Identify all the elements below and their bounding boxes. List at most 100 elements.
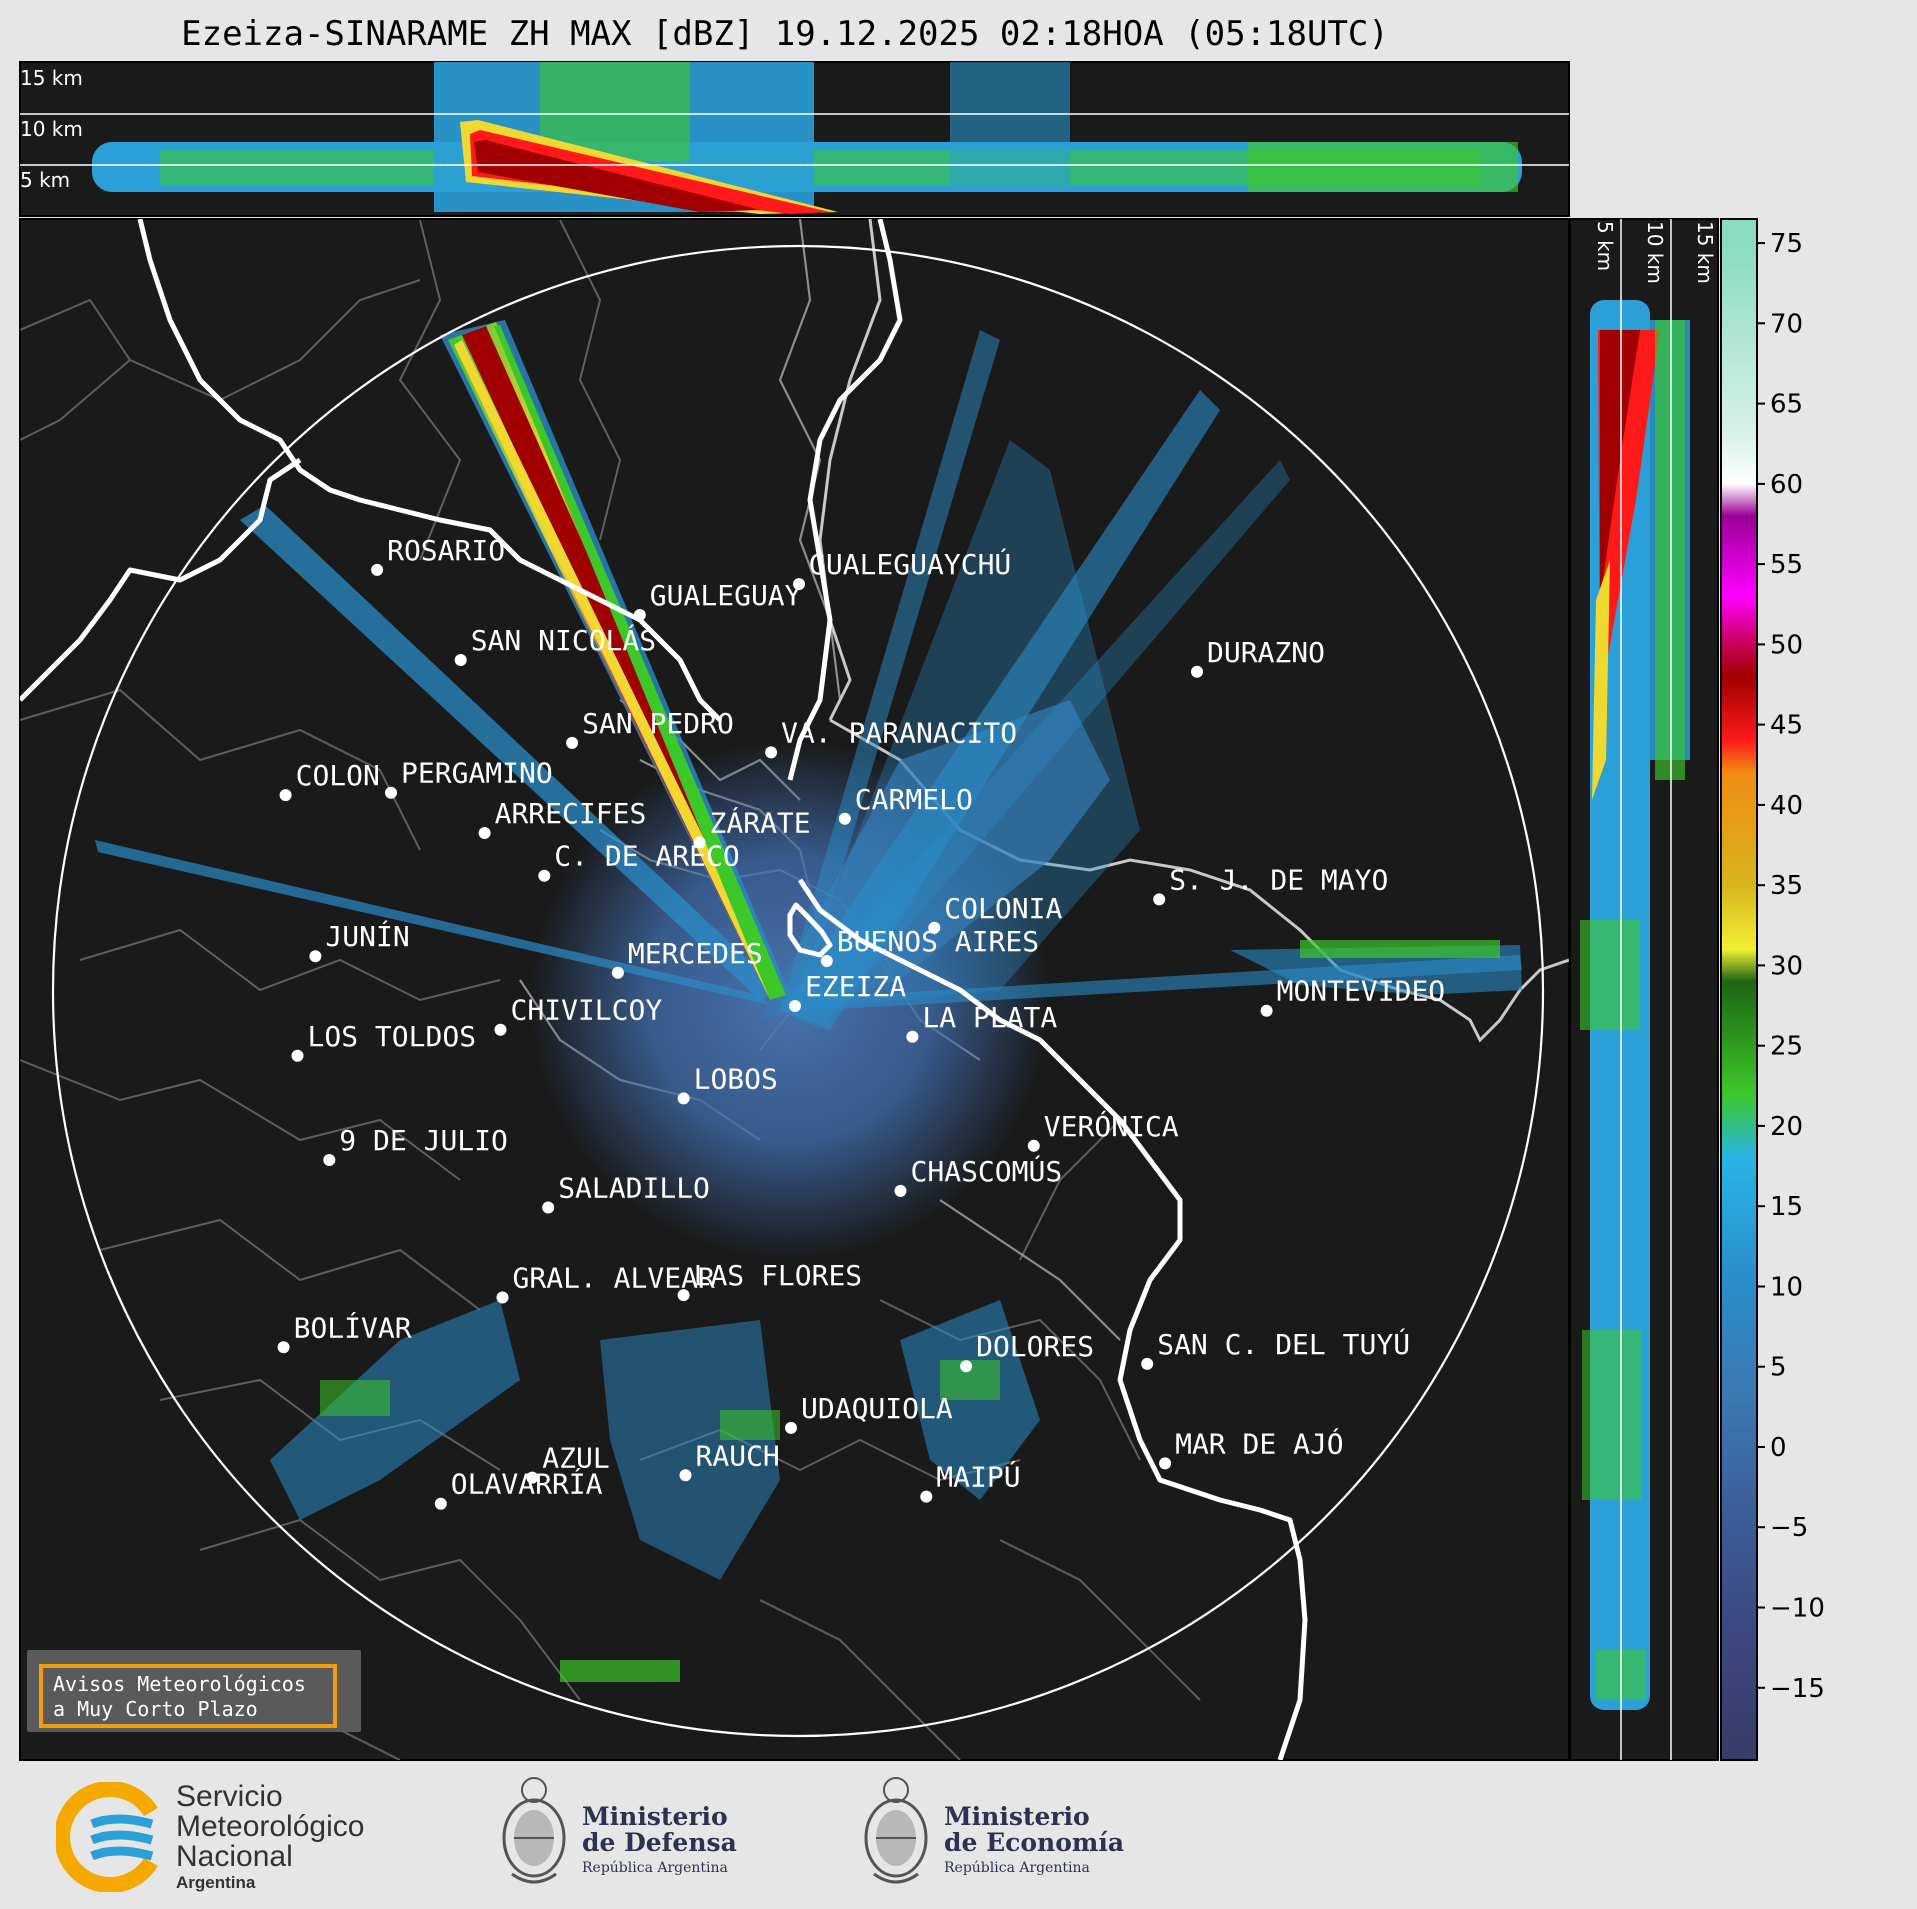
city-marker [279,789,292,802]
city-marker [838,812,851,825]
city-label: UDAQUIOLA [801,1392,953,1425]
notice-line-1: Avisos Meteorológicos [53,1672,306,1696]
city-marker [677,1289,690,1302]
city-marker [960,1360,973,1373]
economia-line-3: República Argentina [944,1860,1090,1876]
city-marker [793,578,805,591]
city-marker [820,955,833,967]
city-marker [677,1092,690,1105]
city-label: VERÓNICA [1044,1109,1179,1143]
city-label: 9 DE JULIO [339,1124,508,1157]
colorbar-tick-label: 25 [1770,1032,1803,1062]
city-marker [494,1023,507,1036]
defensa-line-3: República Argentina [582,1860,728,1876]
city-marker [1027,1139,1040,1152]
city-marker [434,1497,447,1510]
colorbar-tick-label: −15 [1770,1674,1825,1704]
city-marker [538,869,551,882]
smn-logo: Servicio Meteorológico Nacional Argentin… [56,1782,386,1892]
colorbar-tick-label: −5 [1770,1513,1808,1543]
city-label: DURAZNO [1207,636,1325,669]
city-marker [789,1000,801,1012]
colorbar-tick-label: 45 [1770,711,1803,741]
colorbar-tick-label: 35 [1770,871,1803,901]
city-label: COLONIA [944,892,1062,925]
colorbar-tick-label: 30 [1770,951,1803,981]
city-label: GRAL. ALVEAR [513,1262,715,1295]
colorbar-tick-label: 40 [1770,791,1803,821]
colorbar-tick-label: 50 [1770,630,1803,660]
county-borders [20,219,1201,1760]
top-label-10km: 10 km [20,117,83,141]
economia-line-2: de Economía [944,1828,1125,1857]
top-profile-panel: 15 km 10 km 5 km [19,61,1570,217]
city-label: GUALEGUAYCHÚ [809,547,1011,581]
defensa-logo: Ministerio de Defensa República Argentin… [494,1774,794,1894]
coat-of-arms-icon [864,1777,928,1884]
city-label: SAN C. DEL TUYÚ [1157,1327,1410,1361]
coat-of-arms-icon [502,1777,566,1884]
colorbar-tick-label: 20 [1770,1112,1803,1142]
colorbar-tick-label: 55 [1770,550,1803,580]
city-label: MONTEVIDEO [1277,975,1446,1008]
city-marker [566,736,579,749]
city-label: GUALEGUAY [650,579,802,612]
city-label: PERGAMINO [401,757,553,790]
city-marker [371,563,384,576]
city-label: MAR DE AJÓ [1175,1426,1344,1460]
city-marker [906,1030,919,1043]
city-marker [478,827,491,839]
notice-line-2: a Muy Corto Plazo [53,1697,258,1721]
city-marker [633,609,646,621]
side-label-15km: 15 km [1693,221,1717,284]
city-marker [309,950,322,963]
range-ring [51,244,1545,1738]
city-marker [785,1421,797,1434]
city-label: VA. PARANACITO [781,716,1017,749]
city-label: EZEIZA [805,970,906,1003]
city-label: COLON [296,759,380,792]
smn-line-3: Nacional [176,1840,293,1873]
city-marker [1191,665,1203,678]
side-label-10km: 10 km [1643,221,1667,284]
smn-line-1: Servicio [176,1780,283,1813]
city-label: CARMELO [855,783,973,816]
city-marker [894,1184,907,1197]
city-marker [928,921,941,934]
city-label: RAUCH [696,1439,780,1472]
city-label: CHIVILCOY [511,994,663,1027]
city-label: ARRECIFES [495,797,647,830]
city-marker [496,1291,509,1304]
city-label: DOLORES [976,1330,1094,1363]
colorbar-tick-label: 15 [1770,1192,1803,1222]
colorbar-bar [1720,218,1758,1761]
city-marker [323,1154,336,1166]
smn-line-2: Meteorológico [176,1810,365,1843]
city-label: LA PLATA [922,1001,1057,1034]
city-marker [385,786,397,799]
city-label: SAN NICOLÁS [471,623,656,657]
radar-echoes [95,320,1522,1682]
city-label: LAS FLORES [694,1259,863,1292]
defensa-line-1: Ministerio [582,1802,728,1831]
colorbar-tick-label: 0 [1770,1433,1787,1463]
city-label: ROSARIO [387,534,505,567]
city-marker [920,1490,933,1503]
city-label: MERCEDES [628,937,763,970]
city-label: MAIPÚ [936,1460,1020,1494]
smn-emblem-icon [56,1782,158,1892]
side-label-5km: 5 km [1593,221,1617,271]
city-label: OLAVARRÍA [451,1467,603,1501]
city-marker [1141,1357,1154,1370]
top-label-5km: 5 km [20,168,70,192]
uruguay-river [818,219,882,721]
city-marker [1260,1004,1273,1017]
city-label: S. J. DE MAYO [1169,863,1388,896]
city-label: ZÁRATE [710,806,811,840]
city-marker [526,1471,539,1484]
